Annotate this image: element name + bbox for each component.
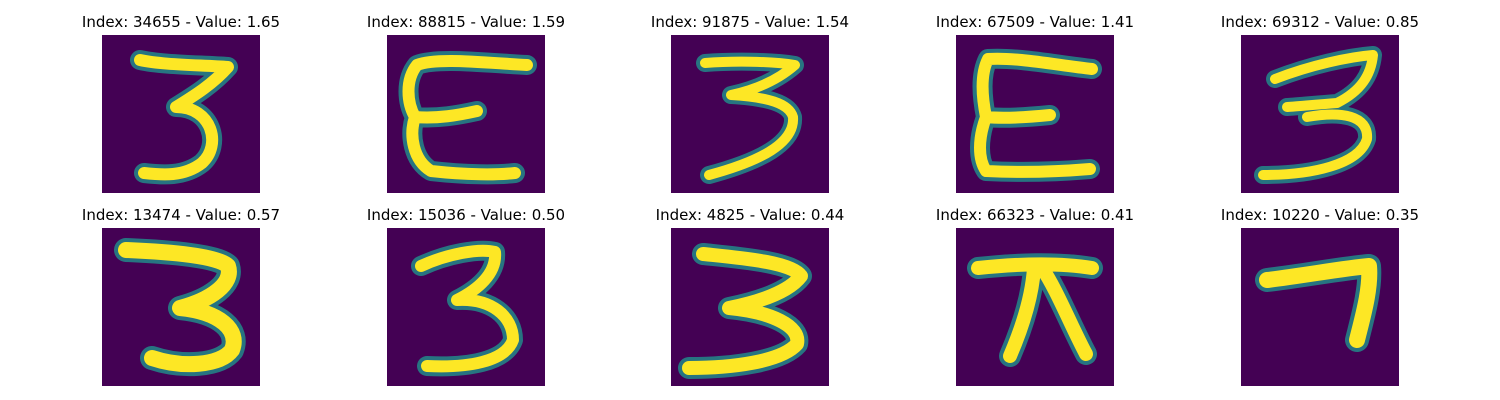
panel-title: Index: 66323 - Value: 0.41 — [935, 206, 1135, 224]
digit-image — [671, 35, 829, 193]
panel-title: Index: 91875 - Value: 1.54 — [650, 13, 850, 31]
digit-image — [956, 35, 1114, 193]
digit-image — [1241, 35, 1399, 193]
panel-title: Index: 13474 - Value: 0.57 — [81, 206, 281, 224]
digit-image — [102, 35, 260, 193]
panel-title: Index: 15036 - Value: 0.50 — [366, 206, 566, 224]
digit-image — [1241, 228, 1399, 386]
panel-title: Index: 34655 - Value: 1.65 — [81, 13, 281, 31]
panel-title: Index: 88815 - Value: 1.59 — [366, 13, 566, 31]
digit-image — [956, 228, 1114, 386]
digit-image — [102, 228, 260, 386]
panel-title: Index: 67509 - Value: 1.41 — [935, 13, 1135, 31]
panel-title: Index: 10220 - Value: 0.35 — [1220, 206, 1420, 224]
panel-title: Index: 69312 - Value: 0.85 — [1220, 13, 1420, 31]
digit-image — [387, 228, 545, 386]
digit-image — [387, 35, 545, 193]
digit-image — [671, 228, 829, 386]
panel-title: Index: 4825 - Value: 0.44 — [655, 206, 845, 224]
